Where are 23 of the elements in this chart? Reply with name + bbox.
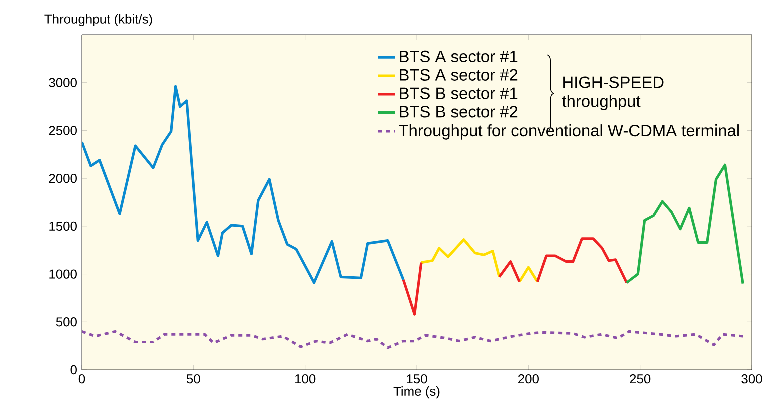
y-tick-label: 3000 bbox=[49, 78, 77, 88]
y-tick-label: 1500 bbox=[50, 222, 77, 232]
x-tick-label: 300 bbox=[742, 374, 762, 384]
legend-label: Throughput for conventional W-CDMA terminal bbox=[399, 124, 739, 140]
y-tick-label: 2500 bbox=[49, 126, 77, 136]
x-tick-label: 150 bbox=[407, 374, 428, 384]
line-series bbox=[626, 164, 744, 286]
legend-label: BTS A sector #1 bbox=[400, 50, 518, 63]
y-tick-label: 0 bbox=[70, 365, 77, 375]
x-tick-label: 100 bbox=[296, 374, 316, 384]
y-axis-title: Throughput (kbit/s) bbox=[44, 14, 152, 26]
annotation: HIGH-SPEED throughput bbox=[562, 76, 664, 111]
x-axis-title: Time (s) bbox=[394, 386, 440, 399]
x-tick-label: 50 bbox=[186, 374, 200, 384]
y-tick-label: 2000 bbox=[49, 174, 77, 184]
y-tick-label: 500 bbox=[56, 318, 77, 327]
x-tick-label: 250 bbox=[630, 374, 651, 384]
x-tick-label: 0 bbox=[78, 374, 86, 384]
legend-label: BTS A sector #2 bbox=[400, 69, 518, 81]
legend-label: BTS B sector #2 bbox=[400, 106, 518, 118]
y-tick-label: 1000 bbox=[50, 270, 77, 279]
legend-label: BTS B sector #1 bbox=[400, 88, 518, 100]
x-tick-label: 200 bbox=[518, 374, 539, 384]
